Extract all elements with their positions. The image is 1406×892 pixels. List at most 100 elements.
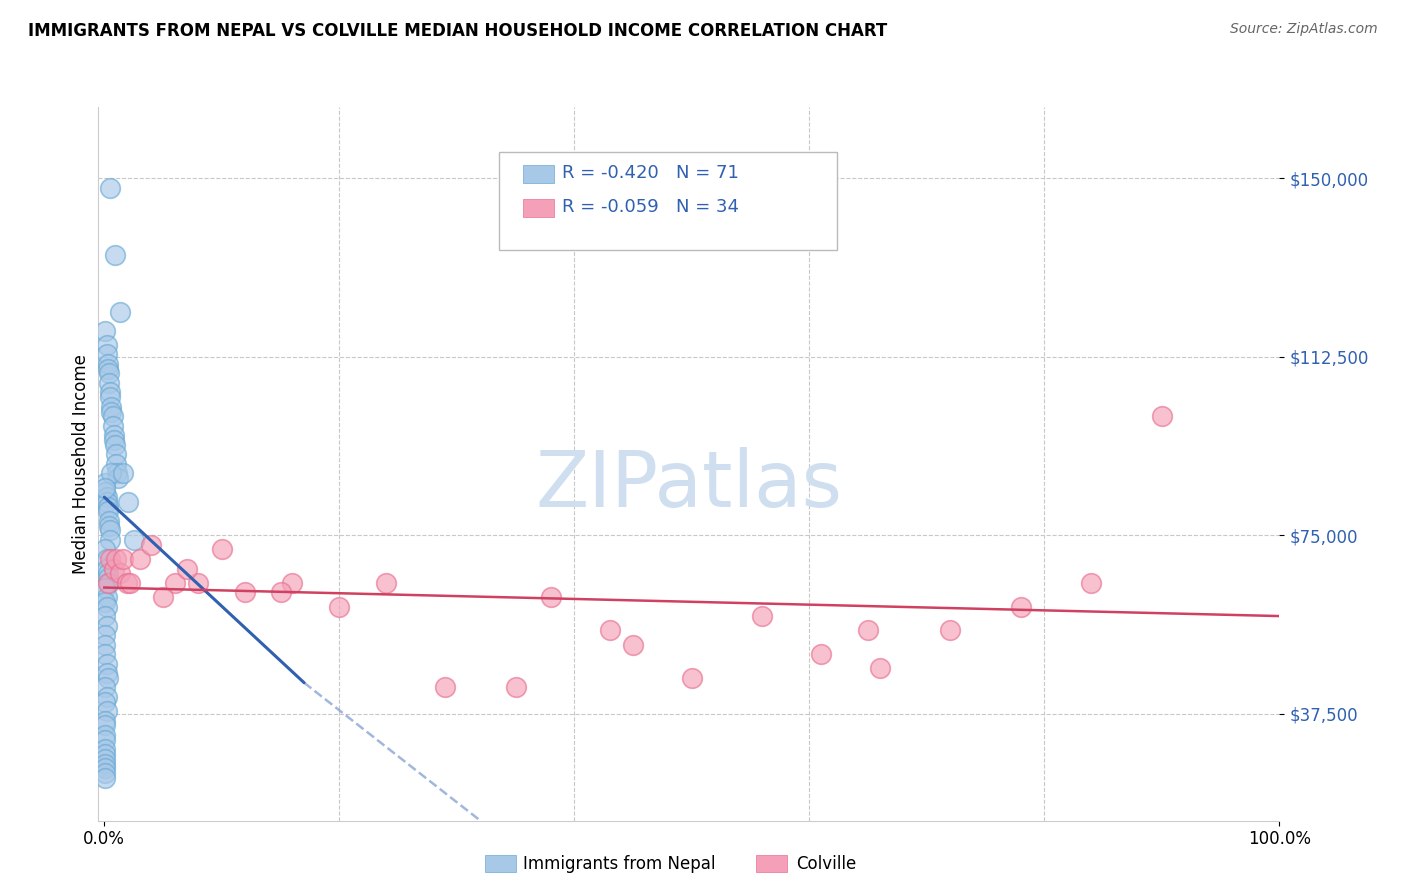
Point	[103, 433, 125, 447]
Point	[96, 590, 118, 604]
Point	[105, 447, 128, 461]
Point	[97, 566, 120, 581]
Point	[96, 495, 118, 509]
Point	[94, 681, 117, 695]
Point	[856, 624, 879, 638]
Point	[101, 418, 124, 433]
Point	[117, 495, 139, 509]
Point	[98, 390, 121, 404]
Point	[96, 690, 118, 704]
Point	[94, 581, 117, 595]
Point	[751, 609, 773, 624]
Point	[100, 400, 122, 414]
Point	[97, 361, 120, 376]
Point	[621, 638, 644, 652]
Point	[103, 428, 125, 442]
Y-axis label: Median Household Income: Median Household Income	[72, 354, 90, 574]
Point	[104, 247, 127, 261]
Text: Source: ZipAtlas.com: Source: ZipAtlas.com	[1230, 22, 1378, 37]
Point	[1010, 599, 1032, 614]
Point	[505, 681, 527, 695]
Point	[97, 357, 120, 371]
Point	[328, 599, 350, 614]
Point	[94, 714, 117, 728]
Point	[434, 681, 457, 695]
Point	[98, 533, 121, 547]
Point	[98, 552, 121, 566]
Point	[211, 542, 233, 557]
Point	[233, 585, 256, 599]
Point	[105, 552, 128, 566]
Point	[599, 624, 621, 638]
Point	[152, 590, 174, 604]
Point	[94, 609, 117, 624]
Point	[96, 490, 118, 504]
Point	[98, 575, 121, 590]
Text: R = -0.420   N = 71: R = -0.420 N = 71	[562, 164, 740, 182]
Point	[96, 666, 118, 681]
Point	[94, 475, 117, 490]
Point	[103, 561, 125, 575]
Point	[96, 599, 118, 614]
Text: ZIPatlas: ZIPatlas	[536, 447, 842, 524]
Point	[94, 481, 117, 495]
Point	[375, 575, 398, 590]
Point	[96, 657, 118, 671]
Point	[98, 385, 121, 400]
Point	[94, 761, 117, 775]
Point	[98, 181, 121, 195]
Text: R = -0.059   N = 34: R = -0.059 N = 34	[562, 198, 740, 216]
Point	[107, 471, 129, 485]
Point	[176, 561, 198, 575]
Point	[270, 585, 292, 599]
Point	[1150, 409, 1173, 424]
Text: Immigrants from Nepal: Immigrants from Nepal	[523, 855, 716, 873]
Point	[100, 467, 122, 481]
Point	[94, 728, 117, 742]
Point	[810, 647, 832, 661]
Point	[96, 618, 118, 632]
Point	[97, 575, 120, 590]
Point	[94, 324, 117, 338]
Point	[540, 590, 562, 604]
Point	[939, 624, 962, 638]
Point	[108, 566, 131, 581]
Point	[96, 338, 118, 352]
Point	[104, 438, 127, 452]
Point	[94, 747, 117, 761]
Point	[112, 552, 135, 566]
Point	[163, 575, 186, 590]
Point	[105, 467, 128, 481]
Point	[100, 404, 122, 418]
Point	[94, 718, 117, 732]
Point	[94, 732, 117, 747]
Point	[96, 552, 118, 566]
Point	[98, 524, 121, 538]
Point	[108, 304, 131, 318]
Point	[681, 671, 703, 685]
Point	[869, 661, 891, 675]
Point	[105, 457, 128, 471]
Point	[94, 756, 117, 771]
Point	[97, 571, 120, 585]
Point	[97, 671, 120, 685]
Point	[122, 533, 145, 547]
Point	[96, 704, 118, 718]
Point	[128, 552, 150, 566]
Point	[94, 647, 117, 661]
Point	[97, 500, 120, 514]
Text: IMMIGRANTS FROM NEPAL VS COLVILLE MEDIAN HOUSEHOLD INCOME CORRELATION CHART: IMMIGRANTS FROM NEPAL VS COLVILLE MEDIAN…	[28, 22, 887, 40]
Point	[112, 467, 135, 481]
Point	[94, 638, 117, 652]
Point	[187, 575, 209, 590]
Point	[96, 561, 118, 575]
Point	[94, 752, 117, 766]
Point	[94, 485, 117, 500]
Point	[98, 367, 121, 381]
Text: Colville: Colville	[796, 855, 856, 873]
Point	[94, 742, 117, 756]
Point	[101, 409, 124, 424]
Point	[98, 376, 121, 390]
Point	[97, 504, 120, 518]
Point	[94, 542, 117, 557]
